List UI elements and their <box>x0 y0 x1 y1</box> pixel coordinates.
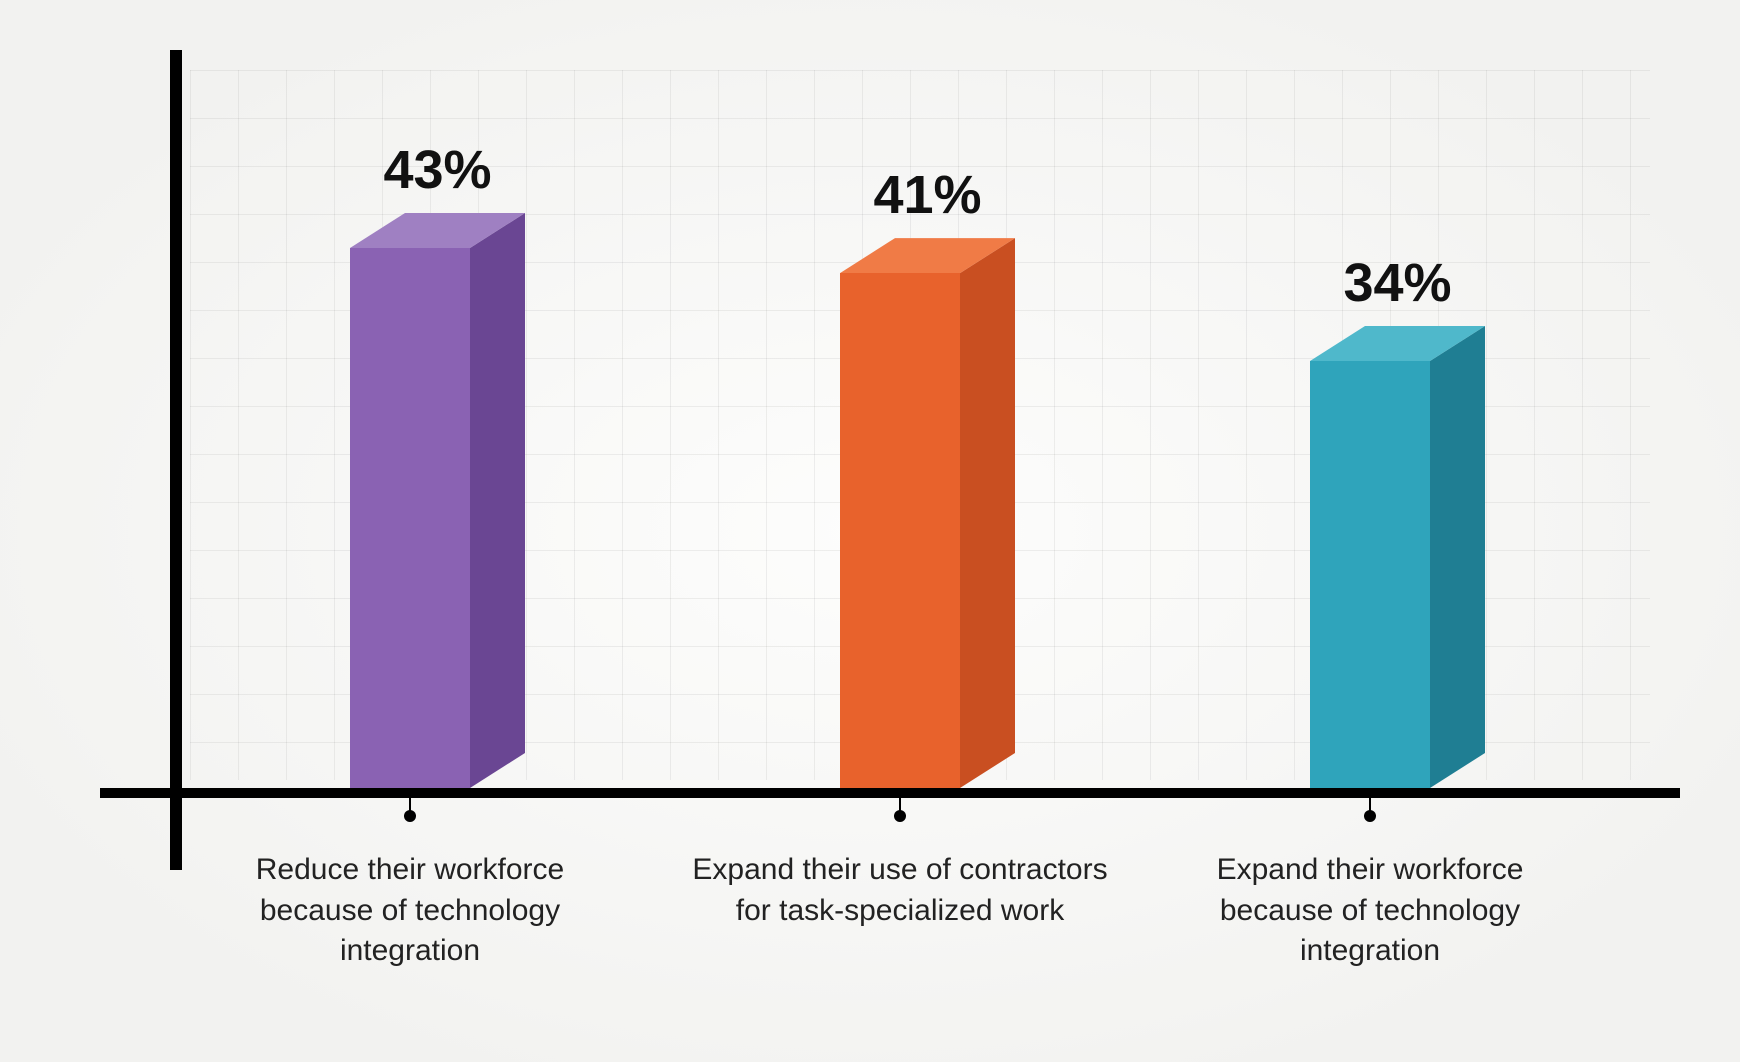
bar-side <box>960 238 1015 788</box>
tick-dot <box>404 810 416 822</box>
bar-value-label: 34% <box>1343 252 1451 314</box>
bar-front <box>1310 361 1430 788</box>
bar-value-label: 41% <box>873 164 981 226</box>
y-axis <box>170 50 182 870</box>
x-axis <box>100 788 1680 798</box>
bar-value-label: 43% <box>383 139 491 201</box>
bar-category-label: Expand their use of contractors for task… <box>690 850 1110 931</box>
bar-front <box>840 273 960 788</box>
bar-side <box>470 213 525 788</box>
bar-side <box>1430 326 1485 788</box>
bar-category-label: Reduce their workforce because of techno… <box>200 850 620 972</box>
bar-chart: 43% Reduce their workforce because of tec… <box>0 0 1740 1062</box>
tick-dot <box>894 810 906 822</box>
bar-category-label: Expand their workforce because of techno… <box>1160 850 1580 972</box>
bar-front <box>350 248 470 788</box>
tick-dot <box>1364 810 1376 822</box>
